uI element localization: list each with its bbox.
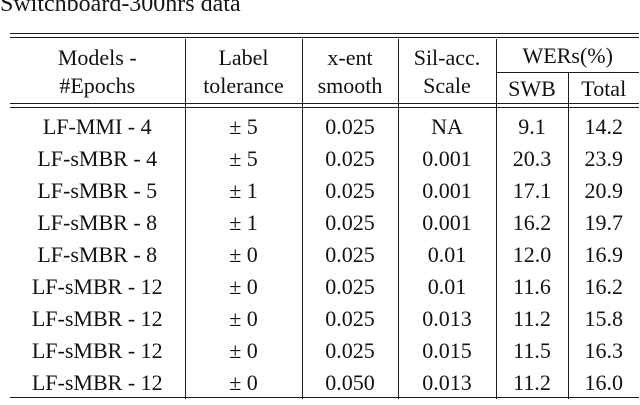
cell-label-tolerance: ± 5 [185,111,303,143]
cell-wer-swb: 17.1 [496,175,569,207]
cell-wer-swb: 12.0 [496,239,569,271]
cell-silacc-scale: 0.015 [398,335,497,367]
header-body-gap-row [10,104,639,111]
header-tolerance-line1: Label [218,45,269,70]
cell-silacc-scale: 0.013 [398,367,497,399]
header-silacc-line2: Scale [423,72,471,98]
header-xent-line2: smooth [317,72,383,98]
table-row: LF-sMBR - 4 ± 5 0.025 0.001 20.3 23.9 [10,143,639,175]
header-label-tolerance: Label tolerance [185,39,303,104]
cell-xent-smooth: 0.025 [302,239,399,271]
cell-xent-smooth: 0.025 [302,271,399,303]
cell-label-tolerance: ± 0 [185,303,303,335]
cell-wer-total: 23.9 [584,146,624,171]
table-row: LF-sMBR - 8 ± 1 0.025 0.001 16.2 19.7 [10,207,639,239]
cell-wer-swb: 11.6 [496,271,569,303]
cell-model: LF-sMBR - 5 [10,175,186,207]
table-body: LF-MMI - 4 ± 5 0.025 NA 9.1 14.2 LF-sMBR - 4 ± … [10,104,639,399]
cell-wer-total: 16.9 [584,242,624,267]
header-silacc-scale: Sil-acc. Scale [398,39,497,104]
cell-wer-swb: 11.2 [496,367,569,399]
cell-wer-total: 20.9 [584,178,624,203]
cell-label-tolerance: ± 5 [185,143,303,175]
cell-xent-smooth: 0.025 [302,303,399,335]
header-tolerance-line2: tolerance [203,72,284,98]
cell-silacc-scale: 0.01 [398,239,497,271]
cell-model: LF-sMBR - 12 [10,335,186,367]
cell-xent-smooth: 0.025 [302,207,399,239]
cell-xent-smooth: 0.050 [302,367,399,399]
header-xent-smooth: x-ent smooth [302,39,399,104]
table-row: LF-sMBR - 12 ± 0 0.025 0.01 11.6 16.2 [10,271,639,303]
header-wers-group: WERs(%) [496,39,640,73]
table-row: LF-sMBR - 5 ± 1 0.025 0.001 17.1 20.9 [10,175,639,207]
header-models-line2: #Epochs [59,72,136,98]
table-caption: Switchboard-300hrs data [0,0,241,17]
cell-xent-smooth: 0.025 [302,143,399,175]
cell-wer-swb: 9.1 [496,111,569,143]
cell-wer-total: 15.8 [584,306,624,331]
cell-model: LF-sMBR - 12 [10,367,186,399]
cell-wer-total: 16.3 [584,338,624,363]
cell-silacc-scale: 0.01 [398,271,497,303]
table-top-double-rule [10,33,639,38]
cell-label-tolerance: ± 0 [185,239,303,271]
table-row: LF-sMBR - 12 ± 0 0.050 0.013 11.2 16.0 [10,367,639,399]
cell-wer-total: 16.2 [584,274,624,299]
header-row-top: Models - #Epochs Label tolerance x-ent s… [10,39,640,104]
header-models-epochs: Models - #Epochs [10,39,186,104]
cell-wer-swb: 11.5 [496,335,569,367]
cell-xent-smooth: 0.025 [302,175,399,207]
cell-label-tolerance: ± 0 [185,335,303,367]
cell-model: LF-sMBR - 12 [10,271,186,303]
cell-model: LF-sMBR - 4 [10,143,186,175]
header-swb: SWB [496,72,569,104]
cell-model: LF-sMBR - 8 [10,239,186,271]
header-body-double-rule [10,103,639,108]
header-row-wer-sub: SWB Total [10,72,639,104]
cell-model: LF-sMBR - 12 [10,303,186,335]
table-bottom-rule [10,397,639,398]
cell-model: LF-MMI - 4 [10,111,186,143]
table-row: LF-MMI - 4 ± 5 0.025 NA 9.1 14.2 [10,111,639,143]
cell-wer-total: 16.0 [584,370,624,395]
cell-silacc-scale: 0.001 [398,175,497,207]
cell-silacc-scale: 0.001 [398,207,497,239]
table-row: LF-sMBR - 12 ± 0 0.025 0.015 11.5 16.3 [10,335,639,367]
cell-wer-swb: 20.3 [496,143,569,175]
cell-silacc-scale: 0.001 [398,143,497,175]
header-silacc-line1: Sil-acc. [413,45,481,70]
table-row: LF-sMBR - 8 ± 0 0.025 0.01 12.0 16.9 [10,239,639,271]
header-xent-line1: x-ent [327,45,373,70]
cell-label-tolerance: ± 1 [185,207,303,239]
cell-xent-smooth: 0.025 [302,335,399,367]
cell-xent-smooth: 0.025 [302,111,399,143]
cell-label-tolerance: ± 1 [185,175,303,207]
cell-silacc-scale: 0.013 [398,303,497,335]
cell-wer-total: 19.7 [584,210,624,235]
table-row: LF-sMBR - 12 ± 0 0.025 0.013 11.2 15.8 [10,303,639,335]
results-table: Models - #Epochs Label tolerance x-ent s… [10,39,640,399]
header-models-line1: Models - [57,45,137,70]
cell-wer-swb: 11.2 [496,303,569,335]
cell-wer-swb: 16.2 [496,207,569,239]
cell-label-tolerance: ± 0 [185,271,303,303]
cell-silacc-scale: NA [398,111,497,143]
cell-label-tolerance: ± 0 [185,367,303,399]
cell-model: LF-sMBR - 8 [10,207,186,239]
header-total: Total [581,75,627,101]
cell-wer-total: 14.2 [584,114,624,139]
